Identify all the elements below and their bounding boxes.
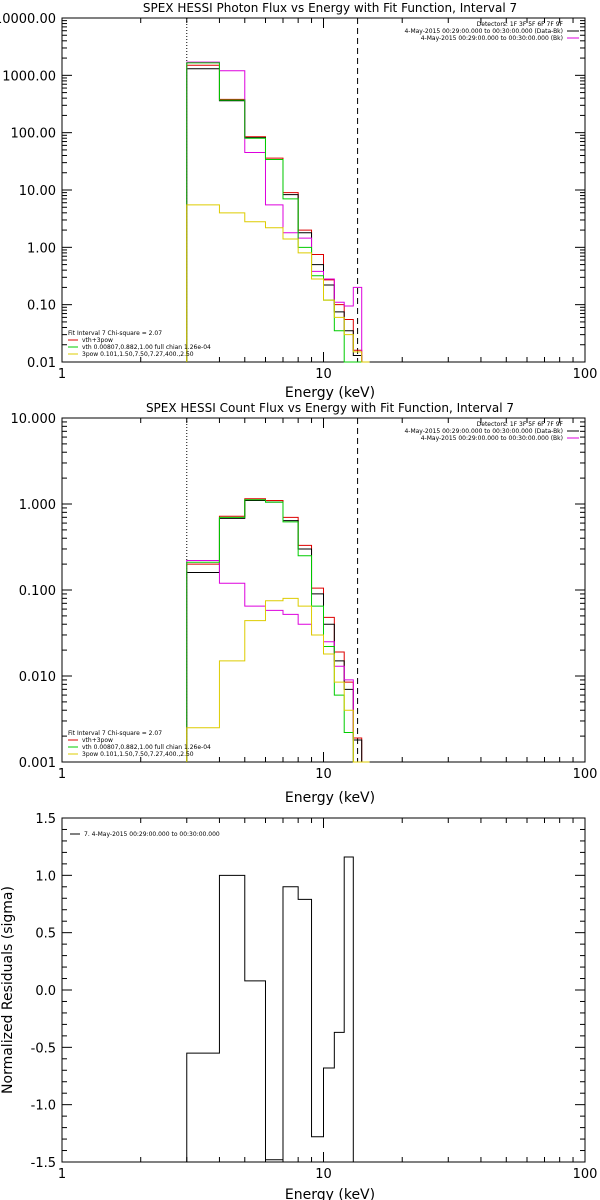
histogram-series-3 [186, 499, 370, 763]
y-tick-label: 1.00 [27, 241, 56, 256]
legend-entry: Fit Interval 7 Chi-square = 2.07 [68, 730, 162, 737]
legend-entry: vth+3pow [82, 737, 113, 744]
x-tick-label: 100 [573, 367, 598, 382]
histogram-series-4 [186, 204, 370, 363]
y-tick-label: 10.000 [11, 412, 57, 427]
histogram-series-1 [186, 499, 370, 763]
histogram-series-4 [186, 597, 370, 763]
legend-entry: 4-May-2015 00:29:00.000 to 00:30:00.000 … [404, 28, 563, 35]
legend-entry: vth 0.00807,0.882,1.00 full chian 1.26e-… [82, 344, 211, 351]
residuals-y-axis-label: Normalized Residuals (sigma) [0, 886, 16, 1094]
residuals-x-axis-label: Energy (keV) [285, 1187, 375, 1200]
histogram-series-2 [186, 560, 370, 763]
photon-flux-panel: SPEX HESSI Photon Flux vs Energy with Fi… [0, 1, 597, 401]
x-tick-label: 1 [58, 1167, 66, 1182]
y-tick-label: 0.5 [35, 927, 56, 942]
count-flux-x-axis-label: Energy (keV) [285, 790, 375, 806]
histogram-series-0 [186, 856, 354, 1162]
x-tick-label: 10 [315, 767, 332, 782]
photon-flux-plot-area: 1 10 100 0.01 0.10 1.00 10.00 100.00 1000.00 1000… [0, 12, 597, 382]
y-tick-label: -1.0 [31, 1099, 56, 1114]
x-tick-label: 1 [58, 367, 66, 382]
legend-entry: 3pow 0.101,1.50,7.50,7.27,400.,2.50 [82, 751, 194, 758]
x-tick-label: 1 [58, 767, 66, 782]
y-tick-label: 0.001 [19, 756, 56, 771]
residuals-panel: Energy (keV) Normalized Residuals (sigma… [0, 812, 597, 1200]
y-tick-label: 0.010 [19, 670, 56, 685]
y-tick-label: 1000.00 [2, 69, 56, 84]
y-tick-label: 10.00 [19, 184, 56, 199]
y-tick-label: 0.100 [19, 584, 56, 599]
legend-entry: 4-May-2015 00:29:00.000 to 00:30:00.000 … [421, 435, 563, 442]
photon-flux-title: SPEX HESSI Photon Flux vs Energy with Fi… [143, 1, 517, 15]
x-tick-label: 100 [573, 767, 598, 782]
histogram-series-0 [186, 498, 370, 763]
legend-entry: Fit Interval 7 Chi-square = 2.07 [68, 330, 162, 337]
photon-flux-x-axis-label: Energy (keV) [285, 385, 375, 401]
legend-entry: 4-May-2015 00:29:00.000 to 00:30:00.000 … [421, 35, 563, 42]
y-tick-label: 100.00 [11, 127, 57, 142]
count-flux-panel: SPEX HESSI Count Flux vs Energy with Fit… [11, 401, 598, 806]
legend-entry: 3pow 0.101,1.50,7.50,7.27,400.,2.50 [82, 351, 194, 358]
count-flux-title: SPEX HESSI Count Flux vs Energy with Fit… [146, 401, 514, 415]
y-tick-label: 0.01 [27, 356, 56, 371]
y-tick-label: 1.0 [35, 869, 56, 884]
legend-entry: vth 0.00807,0.882,1.00 full chian 1.26e-… [82, 744, 211, 751]
histogram-series-1 [186, 68, 370, 363]
x-tick-label: 100 [573, 1167, 598, 1182]
y-tick-label: -0.5 [31, 1041, 56, 1056]
y-tick-label: -1.5 [31, 1156, 56, 1171]
count-flux-plot-area: 1 10 100 0.001 0.010 0.100 1.000 10.000 Detector… [11, 412, 598, 782]
legend-entry: Detectors: 1F 3F 5F 6F 7F 9F [477, 21, 564, 28]
legend-entry: 4-May-2015 00:29:00.000 to 00:30:00.000 … [404, 428, 563, 435]
legend-entry: vth+3pow [82, 337, 113, 344]
y-tick-label: 0.0 [35, 984, 56, 999]
residuals-plot-area: 1 10 100 -1.5 -1.0 -0.5 0.0 0.5 1.0 1.5 7. 4-May-2… [31, 812, 598, 1182]
plot-frame [61, 17, 586, 363]
legend-entry: Detectors: 1F 3F 5F 6F 7F 9F [477, 421, 564, 428]
histogram-series-2 [186, 61, 370, 363]
y-tick-label: 1.5 [35, 812, 56, 827]
y-tick-label: 10000.00 [0, 12, 56, 27]
y-tick-label: 1.000 [19, 498, 56, 513]
x-tick-label: 10 [315, 367, 332, 382]
x-tick-label: 10 [315, 1167, 332, 1182]
y-tick-label: 0.10 [27, 299, 56, 314]
legend-entry: 7. 4-May-2015 00:29:00.000 to 00:30:00.0… [84, 831, 220, 838]
